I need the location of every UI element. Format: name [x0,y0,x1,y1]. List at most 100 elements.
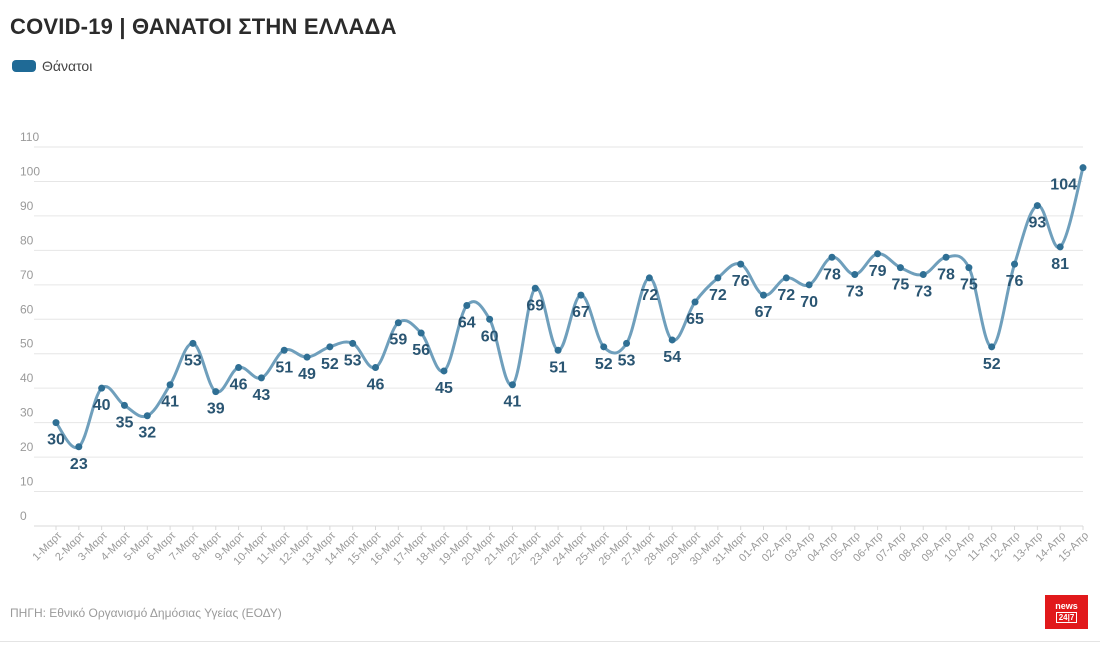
data-point [782,274,790,282]
source-note: ΠΗΓΗ: Εθνικό Οργανισμό Δημόσιας Υγείας (… [10,606,282,620]
data-label: 81 [1051,256,1069,273]
data-label: 39 [207,401,225,418]
legend-label: Θάνατοι [42,58,93,74]
data-point [988,343,996,351]
data-point [1056,243,1064,251]
data-point [486,315,494,323]
legend[interactable]: Θάνατοι [12,58,92,74]
data-label: 53 [344,352,362,369]
data-point [714,274,722,282]
data-point [508,381,516,389]
data-label: 76 [1006,273,1024,290]
data-point [577,291,585,299]
data-label: 51 [549,359,567,376]
data-point [805,281,813,289]
data-label: 52 [321,356,339,373]
data-label: 43 [253,387,271,404]
data-point [417,329,425,337]
data-label: 53 [184,352,202,369]
data-label: 67 [755,304,773,321]
data-point [440,367,448,375]
data-point [965,264,973,272]
y-tick-label: 60 [20,302,34,316]
data-label: 49 [298,366,316,383]
y-tick-label: 70 [20,268,34,282]
data-label: 78 [823,266,841,283]
data-label: 67 [572,304,590,321]
data-point [759,291,767,299]
data-label: 75 [960,277,978,294]
data-point [691,298,699,306]
data-point [257,374,265,382]
data-label: 23 [70,456,88,473]
data-label: 69 [526,297,544,314]
chart-title: COVID-19 | ΘΑΝΑΤΟΙ ΣΤΗΝ ΕΛΛΑΔΑ [10,14,397,39]
data-label: 32 [138,425,156,442]
data-point [623,339,631,347]
data-label: 56 [412,342,430,359]
data-point [919,270,927,278]
data-label: 35 [116,414,134,431]
data-point [600,343,608,351]
data-point [942,253,950,261]
data-label: 70 [800,294,818,311]
logo-text-bottom: 24|7 [1055,612,1078,623]
data-label: 73 [846,283,864,300]
y-tick-label: 0 [20,509,27,523]
data-point [98,384,106,392]
data-label: 53 [618,352,636,369]
logo-text-top: news [1055,601,1078,611]
data-point [52,419,60,427]
data-point [143,412,151,420]
data-label: 46 [367,377,385,394]
data-label: 54 [663,349,681,366]
data-label: 46 [230,377,248,394]
data-point [372,364,380,372]
y-tick-label: 20 [20,440,34,454]
data-label: 45 [435,380,453,397]
data-point [874,250,882,258]
data-label: 72 [777,287,795,304]
y-tick-label: 30 [20,406,34,420]
data-point [280,346,288,354]
y-tick-label: 10 [20,475,34,489]
data-label: 78 [937,266,955,283]
data-label: 30 [47,432,65,449]
data-label: 104 [1050,177,1077,194]
data-label: 79 [869,263,887,280]
data-point [645,274,653,282]
data-label: 59 [389,332,407,349]
data-point [1011,260,1019,268]
data-label: 52 [595,356,613,373]
data-point [554,346,562,354]
data-point [394,319,402,327]
data-label: 41 [161,394,179,411]
data-point [851,270,859,278]
data-label: 72 [709,287,727,304]
y-tick-label: 90 [20,199,34,213]
data-label: 75 [892,277,910,294]
data-label: 51 [275,359,293,376]
data-point [212,388,220,396]
data-point [235,364,243,372]
data-point [1079,164,1087,172]
data-label: 93 [1028,215,1046,232]
data-point [120,401,128,409]
y-tick-label: 110 [20,130,39,144]
data-point [189,339,197,347]
data-point [737,260,745,268]
news247-logo[interactable]: news 24|7 [1045,595,1088,629]
data-point [326,343,334,351]
data-label: 73 [914,283,932,300]
bottom-divider [0,641,1100,642]
data-point [531,284,539,292]
line-chart: 01020304050607080901001101-Μαρτ2-Μαρτ3-Μ… [20,130,1091,568]
data-point [896,264,904,272]
data-point [303,353,311,361]
data-point [75,443,83,451]
data-label: 65 [686,311,704,328]
y-tick-label: 100 [20,164,40,178]
y-tick-label: 80 [20,233,34,247]
data-label: 64 [458,314,476,331]
data-point [463,301,471,309]
